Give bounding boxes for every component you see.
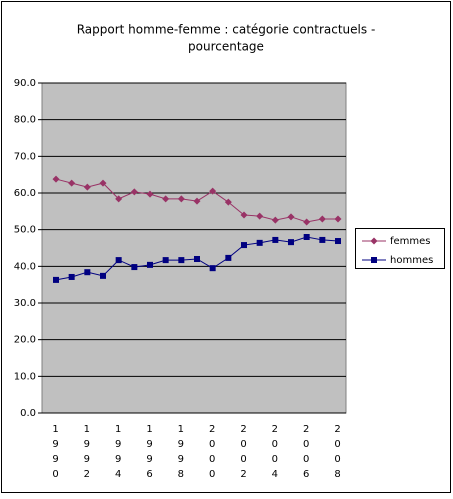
marker xyxy=(288,239,294,246)
y-tick-label: 30.0 xyxy=(14,298,36,309)
y-tick-label: 60.0 xyxy=(14,188,36,199)
marker xyxy=(303,234,310,240)
y-tick-label: 70.0 xyxy=(14,151,36,162)
marker xyxy=(303,218,311,226)
marker xyxy=(240,211,248,219)
marker xyxy=(319,236,326,243)
marker xyxy=(115,257,122,264)
marker xyxy=(162,257,169,264)
marker xyxy=(147,261,153,268)
x-tick-label: 1996 xyxy=(144,424,155,484)
marker xyxy=(209,265,216,272)
y-tick-label: 50.0 xyxy=(14,225,36,236)
marker xyxy=(334,215,342,223)
legend-label: femmes xyxy=(390,236,431,247)
marker xyxy=(224,198,232,206)
chart-title: pourcentage xyxy=(188,40,264,54)
marker xyxy=(225,254,232,261)
y-tick-label: 20.0 xyxy=(14,335,36,346)
marker xyxy=(256,212,264,220)
chart-title: Rapport homme-femme : catégorie contract… xyxy=(77,23,376,37)
marker xyxy=(53,276,59,283)
legend-box xyxy=(355,228,445,269)
marker xyxy=(256,239,263,246)
marker xyxy=(178,257,185,264)
marker xyxy=(68,179,76,187)
x-tick-label: 2000 xyxy=(207,424,218,484)
y-tick-label: 10.0 xyxy=(14,371,36,382)
marker xyxy=(99,179,107,187)
marker xyxy=(272,236,279,243)
y-tick-label: 80.0 xyxy=(14,115,36,126)
marker xyxy=(115,195,123,203)
marker xyxy=(131,264,138,271)
marker xyxy=(194,256,200,262)
x-tick-label: 2002 xyxy=(238,424,249,484)
marker xyxy=(83,183,91,191)
marker xyxy=(130,188,138,196)
legend-label: hommes xyxy=(390,255,433,266)
marker xyxy=(100,272,106,279)
marker xyxy=(335,238,341,245)
marker xyxy=(209,187,217,195)
marker xyxy=(370,237,378,245)
y-tick-label: 0.0 xyxy=(20,408,36,419)
marker xyxy=(193,197,201,205)
marker xyxy=(84,269,91,276)
y-tick-label: 90.0 xyxy=(14,78,36,89)
x-tick-label: 1994 xyxy=(113,424,124,484)
x-tick-label: 2004 xyxy=(269,424,280,484)
marker xyxy=(371,257,377,263)
marker xyxy=(68,273,75,280)
marker xyxy=(146,190,154,198)
marker xyxy=(318,215,326,223)
marker xyxy=(177,195,185,203)
marker xyxy=(162,195,170,203)
marker xyxy=(271,216,279,224)
y-tick-label: 40.0 xyxy=(14,261,36,272)
x-tick-label: 1992 xyxy=(81,424,92,484)
x-tick-label: 1990 xyxy=(50,424,61,484)
plot-area xyxy=(41,82,347,414)
marker xyxy=(52,175,60,183)
x-tick-label: 2006 xyxy=(301,424,312,484)
marker xyxy=(241,242,247,249)
x-tick-label: 2008 xyxy=(332,424,343,484)
x-tick-label: 1998 xyxy=(175,424,186,484)
marker xyxy=(287,213,295,221)
